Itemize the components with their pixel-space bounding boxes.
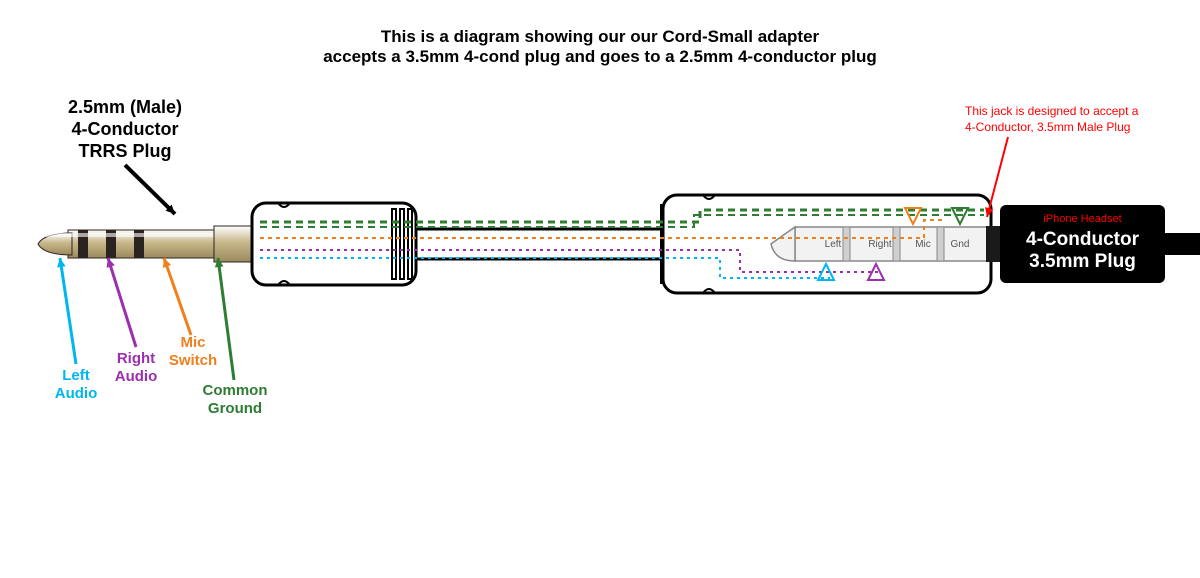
jack-note-2: 4-Conductor, 3.5mm Male Plug xyxy=(965,120,1130,134)
left-plug xyxy=(38,226,252,262)
inner-label: Left xyxy=(825,239,842,250)
headset-cable xyxy=(1165,233,1200,255)
right-audio-label: Right xyxy=(117,350,155,367)
right-plug-line2: 3.5mm Plug xyxy=(1029,251,1136,272)
inner-label: Gnd xyxy=(951,239,970,250)
mic-switch-label: Mic xyxy=(180,334,205,351)
left-molded-body xyxy=(252,203,416,285)
cable xyxy=(416,229,663,259)
left-plug-title-1: 2.5mm (Male) xyxy=(68,97,182,117)
iphone-headset-label: iPhone Headset xyxy=(1043,213,1121,225)
inner-label: Right xyxy=(868,239,892,250)
title-line1: This is a diagram showing our our Cord-S… xyxy=(381,27,820,46)
left-plug-title-3: TRRS Plug xyxy=(79,141,172,161)
inner-label: Mic xyxy=(915,239,931,250)
inner-35mm-plug: Left Right Mic Gnd xyxy=(771,227,995,261)
common-ground-label2: Ground xyxy=(208,400,262,417)
left-audio-label: Left xyxy=(62,367,90,384)
jack-note-1: This jack is designed to accept a xyxy=(965,104,1139,118)
left-audio-label2: Audio xyxy=(55,385,98,402)
title-line2: accepts a 3.5mm 4-cond plug and goes to … xyxy=(323,47,877,66)
left-plug-title-2: 4-Conductor xyxy=(72,119,179,139)
right-audio-label2: Audio xyxy=(115,368,158,385)
mic-switch-label2: Switch xyxy=(169,352,217,369)
right-plug-line1: 4-Conductor xyxy=(1026,229,1140,250)
common-ground-label: Common xyxy=(203,382,268,399)
